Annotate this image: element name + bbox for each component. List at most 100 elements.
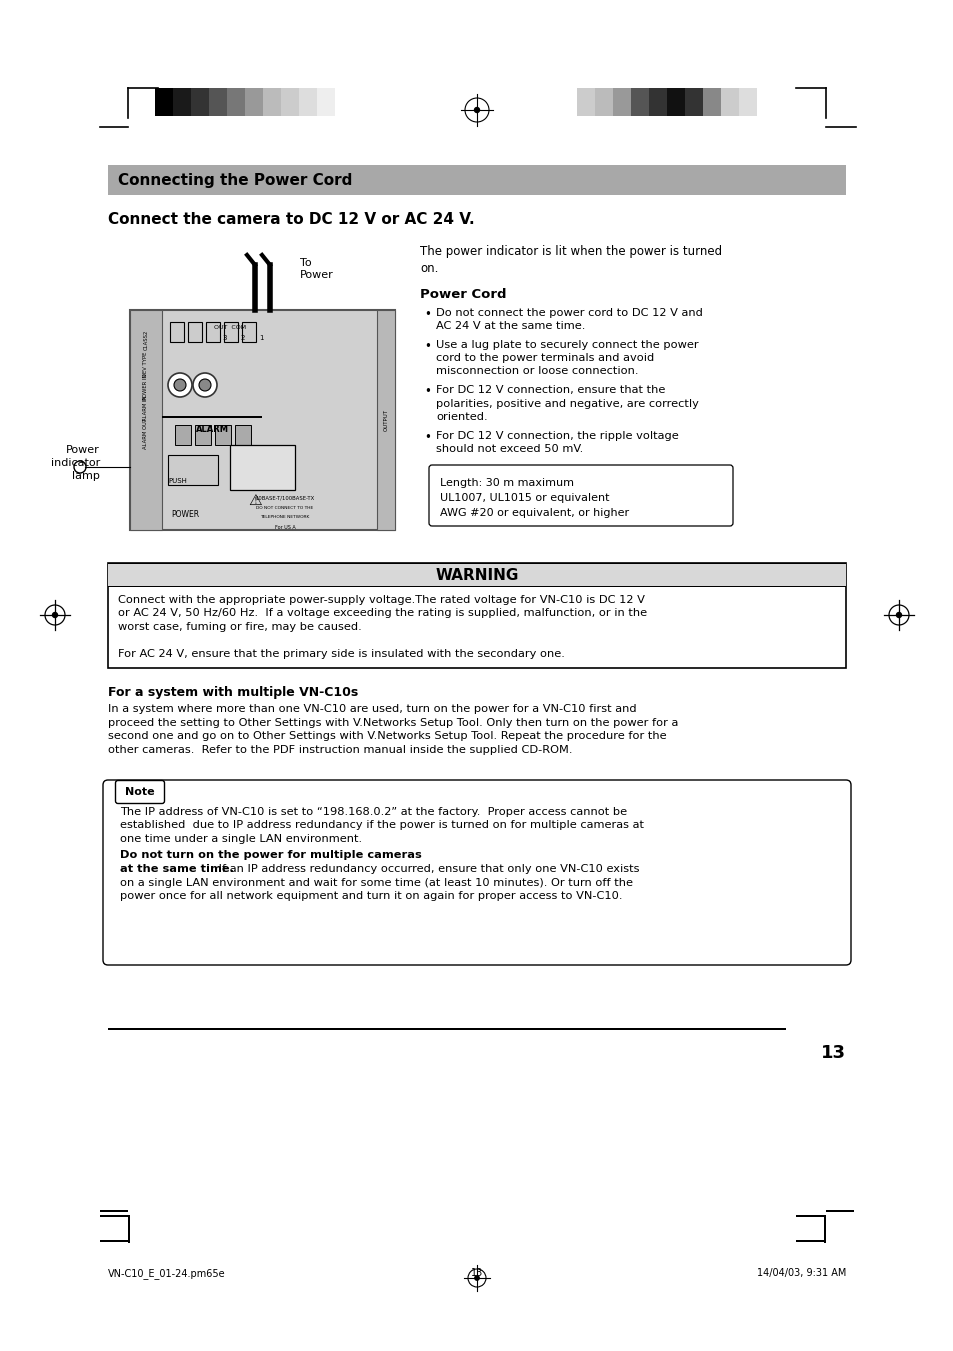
Text: DEV TYPE: DEV TYPE [143,353,149,377]
Bar [100,1240,130,1242]
Text: VN-C10_E_01-24.pm65e: VN-C10_E_01-24.pm65e [108,1269,226,1279]
Text: 10BASE-T/100BASE-TX: 10BASE-T/100BASE-TX [255,494,314,500]
Text: In a system where more than one VN-C10 are used, turn on the power for a VN-C10 : In a system where more than one VN-C10 a… [108,704,678,755]
Text: 13: 13 [821,1044,845,1062]
FancyBboxPatch shape [115,781,164,804]
Bar [206,322,220,342]
Bar [234,426,251,444]
Text: For a system with multiple VN-C10s: For a system with multiple VN-C10s [108,686,358,698]
Text: 14/04/03, 9:31 AM: 14/04/03, 9:31 AM [756,1269,845,1278]
Bar [720,88,739,116]
Text: For US A: For US A [274,526,295,530]
Bar [613,88,630,116]
Bar [245,88,263,116]
Text: The power indicator is lit when the power is turned
on.: The power indicator is lit when the powe… [419,245,721,276]
Text: Power
indicator
lamp: Power indicator lamp [51,444,100,481]
Bar [577,88,595,116]
Text: on a single LAN environment and wait for some time (at least 10 minutes). Or tur: on a single LAN environment and wait for… [120,878,633,888]
Text: For DC 12 V connection, ensure that the
polarities, positive and negative, are c: For DC 12 V connection, ensure that the … [436,385,699,422]
Bar [214,426,231,444]
Bar [108,165,845,168]
Bar [130,309,395,530]
Bar [281,88,298,116]
Text: UL1007, UL1015 or equivalent: UL1007, UL1015 or equivalent [439,493,609,503]
Text: Length: 30 m maximum: Length: 30 m maximum [439,478,574,488]
Bar [230,444,294,490]
Text: Connecting the Power Cord: Connecting the Power Cord [118,173,352,188]
Circle shape [193,373,216,397]
Bar [130,309,162,530]
Text: DO NOT CONNECT TO THE: DO NOT CONNECT TO THE [256,507,314,509]
Text: PUSH: PUSH [168,478,187,484]
FancyBboxPatch shape [103,780,850,965]
Bar [100,1210,128,1212]
Bar [316,88,335,116]
Text: TELEPHONE NETWORK: TELEPHONE NETWORK [260,515,310,519]
Text: Power Cord: Power Cord [419,288,506,301]
Circle shape [52,612,57,617]
Bar [684,88,702,116]
Bar [170,322,184,342]
Bar [242,322,255,342]
Bar [154,88,172,116]
Bar [376,309,395,530]
Bar [108,1028,785,1029]
Text: To
Power: To Power [299,258,334,281]
Circle shape [173,380,186,390]
Bar [172,88,191,116]
Text: 2: 2 [240,335,245,340]
Bar [298,88,316,116]
Bar [128,1215,130,1243]
Text: Do not connect the power cord to DC 12 V and
AC 24 V at the same time.: Do not connect the power cord to DC 12 V… [436,308,702,331]
Bar [209,88,227,116]
Text: If an IP address redundancy occurred, ensure that only one VN-C10 exists: If an IP address redundancy occurred, en… [214,865,639,874]
Text: 13: 13 [471,1269,482,1278]
Bar [108,563,845,586]
Text: OUT  COM: OUT COM [213,326,246,330]
Text: OUTPUT: OUTPUT [383,409,388,431]
Bar [595,88,613,116]
Bar [224,322,237,342]
Bar [702,88,720,116]
Circle shape [168,373,192,397]
Text: •: • [423,385,431,399]
Text: Do not turn on the power for multiple cameras
at the same time.: Do not turn on the power for multiple ca… [120,851,421,874]
Text: AWG #20 or equivalent, or higher: AWG #20 or equivalent, or higher [439,508,628,517]
Text: Connect with the appropriate power-supply voltage.The rated voltage for VN-C10 i: Connect with the appropriate power-suppl… [118,594,646,632]
Bar [188,322,202,342]
Text: •: • [423,308,431,322]
Text: 1: 1 [258,335,263,340]
Circle shape [475,1275,478,1281]
Bar [168,455,218,485]
Bar [825,1210,853,1212]
Text: CLASS2: CLASS2 [143,330,149,350]
Text: Connect the camera to DC 12 V or AC 24 V.: Connect the camera to DC 12 V or AC 24 V… [108,212,475,227]
Text: Note: Note [125,788,154,797]
Text: The IP address of VN-C10 is set to “198.168.0.2” at the factory.  Proper access : The IP address of VN-C10 is set to “198.… [120,807,643,844]
Bar [108,165,845,195]
Bar [823,1215,825,1243]
Circle shape [474,108,479,112]
Bar [795,1215,825,1217]
Circle shape [74,461,86,473]
Bar [227,88,245,116]
Bar [263,88,281,116]
Bar [191,88,209,116]
Bar [108,563,845,667]
Text: ALARM OUT: ALARM OUT [143,417,149,449]
Bar [194,426,211,444]
Bar [100,1215,130,1217]
Bar [630,88,648,116]
Text: •: • [423,340,431,353]
Bar [648,88,666,116]
Bar [174,426,191,444]
Text: ⚠: ⚠ [248,493,261,508]
Text: Use a lug plate to securely connect the power
cord to the power terminals and av: Use a lug plate to securely connect the … [436,340,698,376]
Text: ALARM IN: ALARM IN [143,396,149,422]
Text: 3: 3 [222,335,227,340]
Text: •: • [423,431,431,444]
Circle shape [896,612,901,617]
Text: For AC 24 V, ensure that the primary side is insulated with the secondary one.: For AC 24 V, ensure that the primary sid… [118,648,564,659]
Bar [739,88,757,116]
Circle shape [199,380,211,390]
